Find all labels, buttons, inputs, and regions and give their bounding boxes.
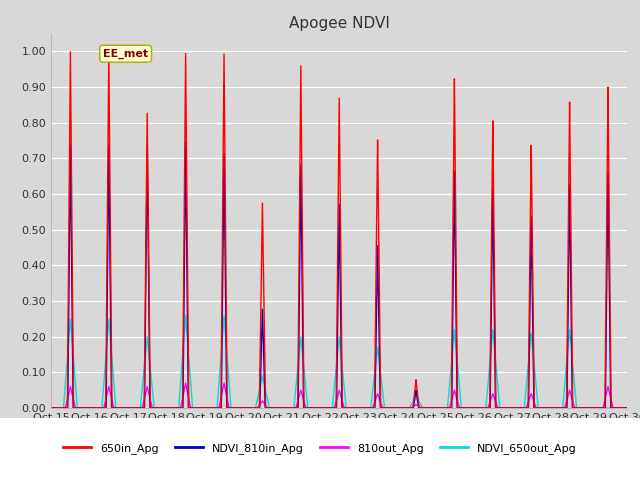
Text: EE_met: EE_met <box>103 48 148 59</box>
Title: Apogee NDVI: Apogee NDVI <box>289 16 390 31</box>
Legend: 650in_Apg, NDVI_810in_Apg, 810out_Apg, NDVI_650out_Apg: 650in_Apg, NDVI_810in_Apg, 810out_Apg, N… <box>59 439 581 459</box>
